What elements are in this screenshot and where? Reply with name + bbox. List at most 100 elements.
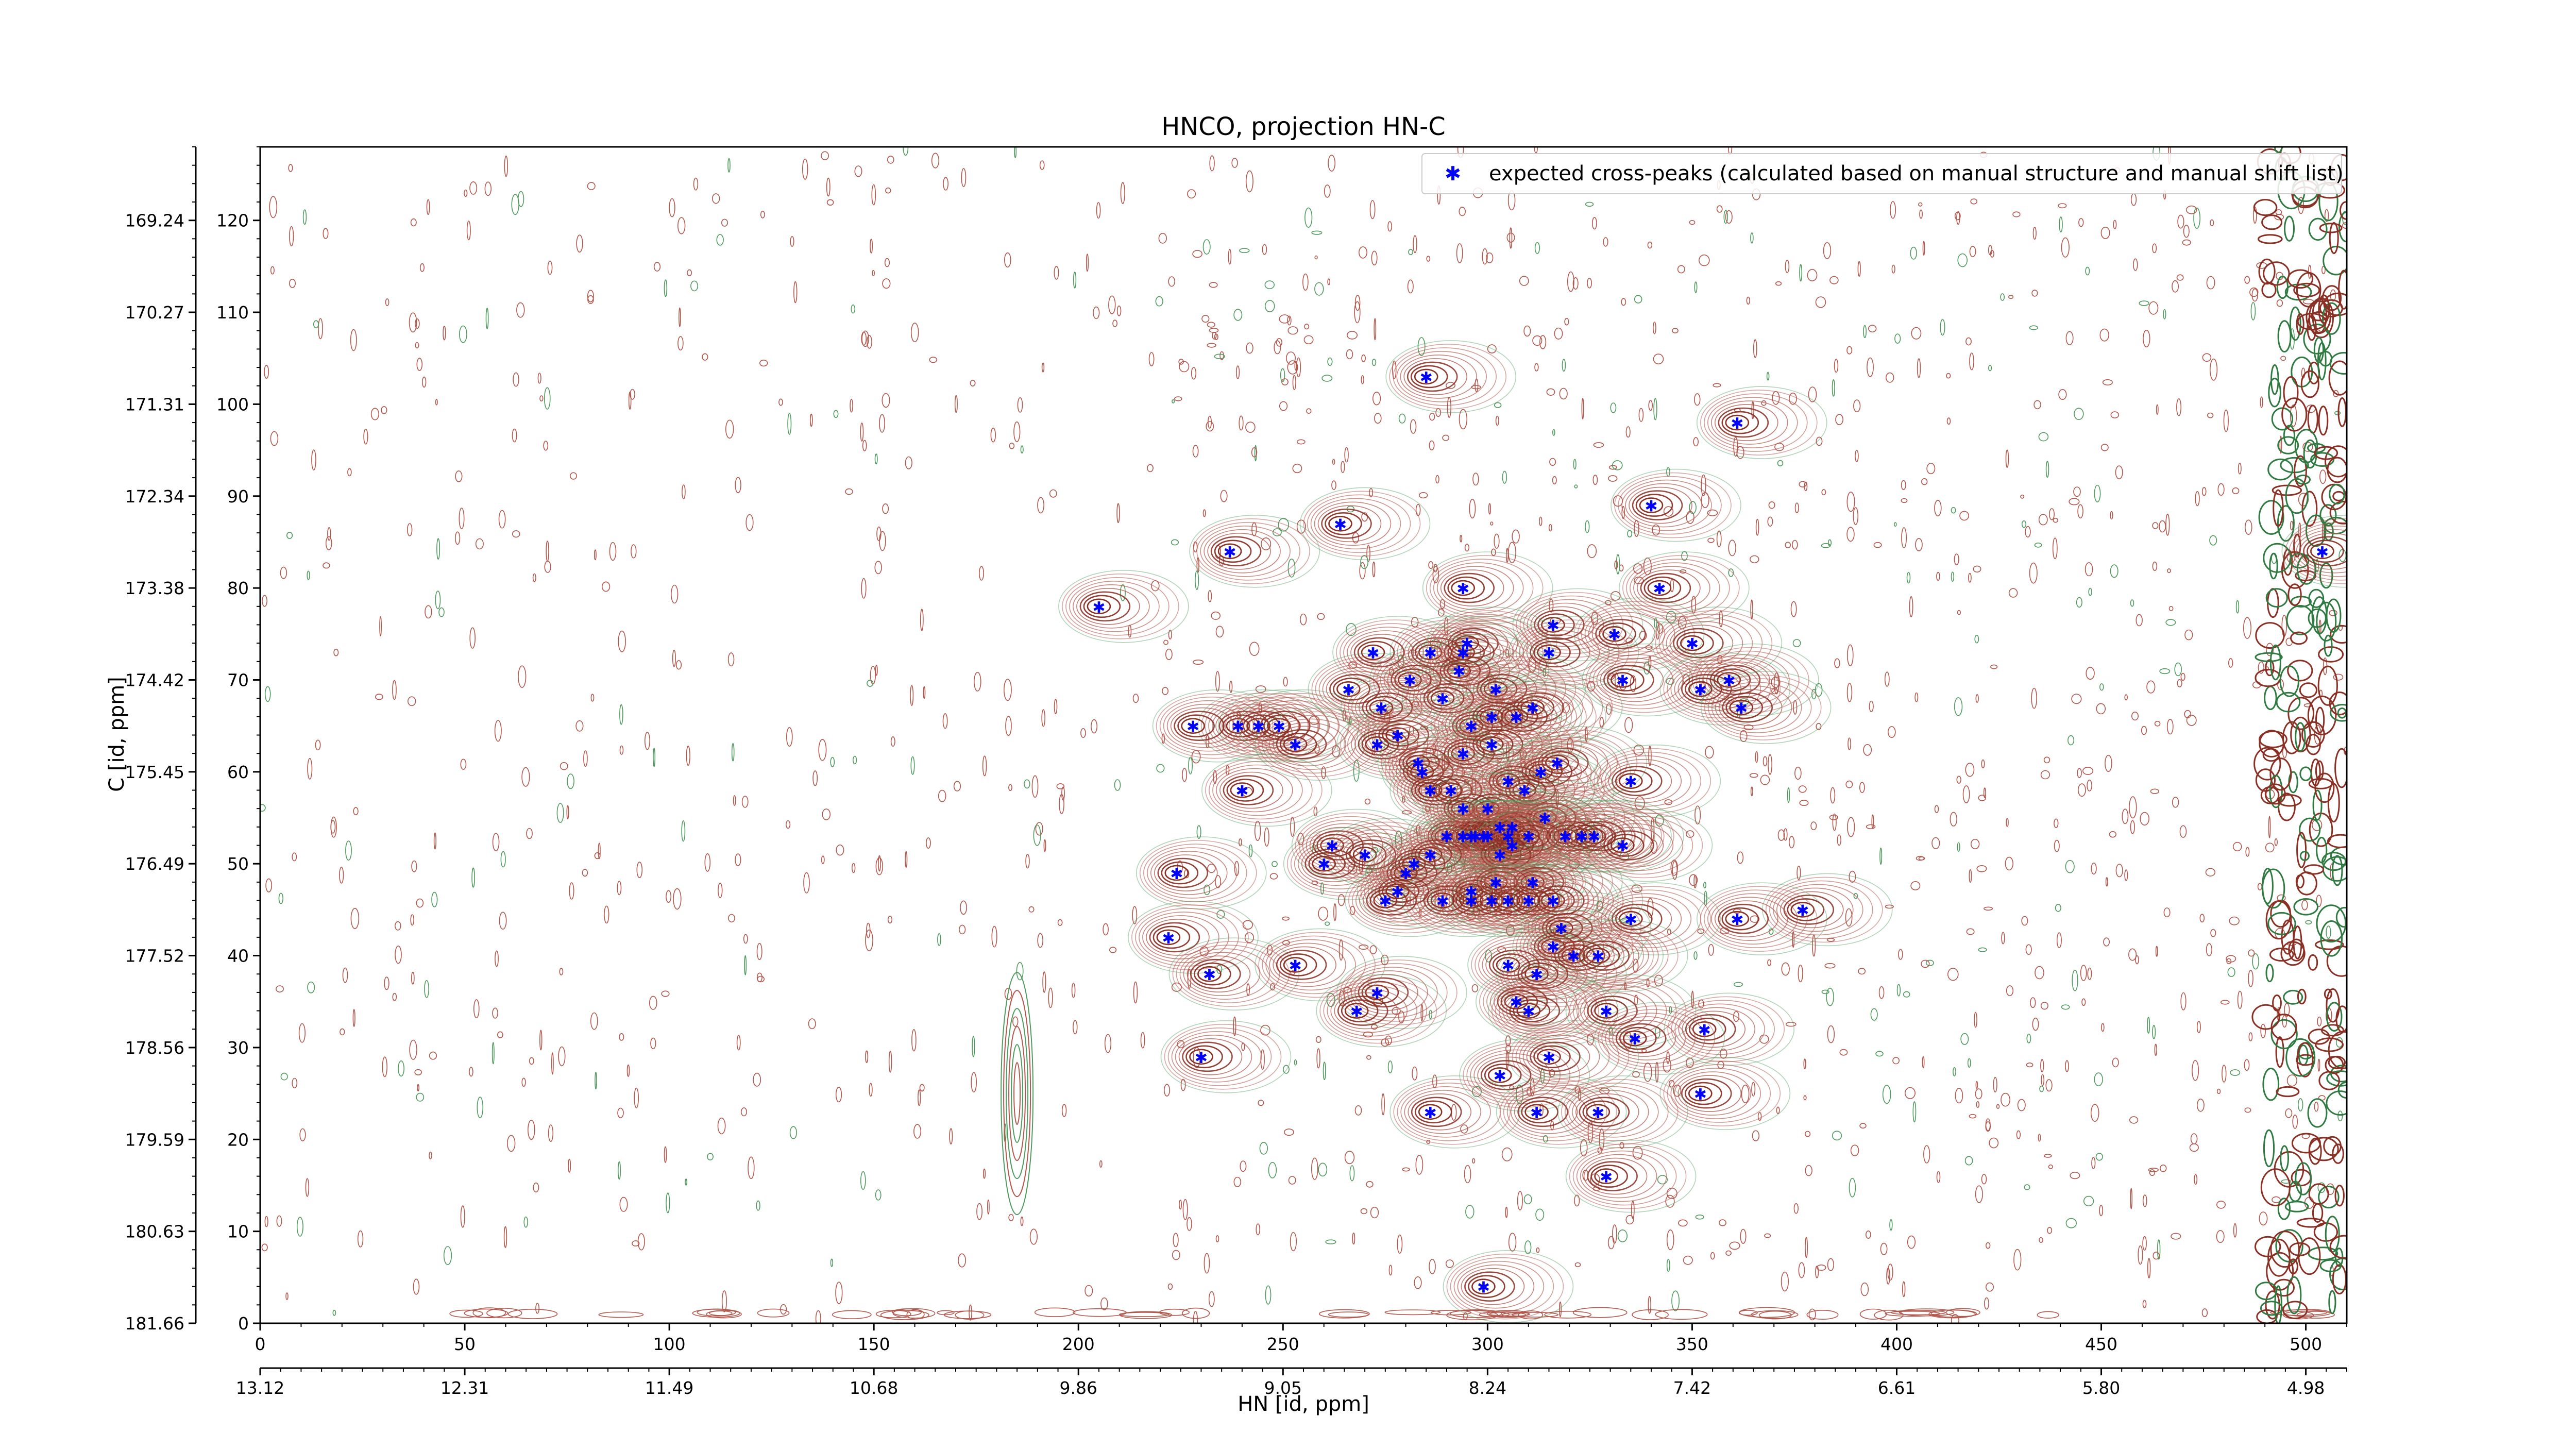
noise-contour <box>1917 358 1921 378</box>
noise-contour <box>1716 205 1723 213</box>
baseline-contour <box>1034 1307 1076 1317</box>
y-tick-label: 10 <box>227 1222 249 1242</box>
noise-contour <box>1116 503 1120 524</box>
noise-contour <box>1245 170 1253 193</box>
noise-contour <box>2226 955 2236 963</box>
noise-contour <box>357 1230 364 1248</box>
noise-contour <box>2101 1023 2105 1032</box>
noise-contour <box>1803 1095 1807 1101</box>
secondary-x-tick-label: 4.98 <box>2287 1378 2325 1398</box>
noise-contour <box>645 732 651 750</box>
peak-contour <box>1327 985 1417 1037</box>
noise-contour <box>1033 824 1041 846</box>
cross-peak-marker: ✱ <box>1494 1067 1506 1085</box>
solvent-contour <box>2299 817 2321 842</box>
peak-contour <box>1530 1041 1581 1072</box>
noise-contour <box>2026 1033 2031 1043</box>
noise-contour <box>2043 756 2050 764</box>
noise-contour <box>1428 561 1434 569</box>
noise-contour <box>1296 519 1306 534</box>
noise-contour <box>1318 906 1329 921</box>
peak-contour <box>1183 952 1261 996</box>
cross-peak-marker: ✱ <box>1645 498 1657 516</box>
peak-contour <box>1586 948 1611 964</box>
noise-contour <box>793 281 798 304</box>
noise-contour <box>1574 1262 1581 1268</box>
solvent-contour <box>2307 1098 2328 1128</box>
noise-contour <box>1797 866 1801 880</box>
peak-contour <box>1438 782 1463 798</box>
noise-contour <box>307 981 315 993</box>
peak-contour <box>1343 627 1434 678</box>
noise-contour <box>2196 1099 2205 1112</box>
noise-contour <box>1971 838 1980 850</box>
noise-contour <box>2084 562 2093 577</box>
noise-contour <box>1815 296 1826 308</box>
noise-contour <box>1432 566 1439 583</box>
noise-contour <box>2054 818 2059 828</box>
noise-contour <box>1749 773 1758 778</box>
noise-contour <box>1004 988 1012 1000</box>
noise-contour <box>443 326 446 341</box>
solvent-contour <box>2282 721 2301 754</box>
x-tick-label: 50 <box>454 1334 476 1354</box>
noise-contour <box>1314 255 1318 260</box>
solvent-contour <box>2308 954 2318 971</box>
peak-contour <box>1685 678 1722 701</box>
solvent-contour <box>2267 458 2294 481</box>
noise-contour <box>2333 673 2344 681</box>
noise-contour <box>1201 315 1210 323</box>
noise-contour <box>2167 568 2171 574</box>
cross-peak-marker: ✱ <box>1456 801 1469 819</box>
solvent-contour <box>2334 748 2347 788</box>
peak-contour <box>1152 689 1283 763</box>
noise-contour <box>1630 675 1637 693</box>
noise-contour <box>1632 1145 1643 1160</box>
peak-contour <box>1076 588 1140 625</box>
noise-contour <box>1993 1076 1997 1093</box>
peak-contour <box>1265 718 1356 770</box>
noise-contour <box>1099 1160 1103 1168</box>
noise-contour <box>685 1178 688 1186</box>
noise-contour <box>595 1071 597 1090</box>
noise-contour <box>1272 528 1282 536</box>
peak-contour <box>1437 617 1528 669</box>
noise-contour <box>533 1182 539 1193</box>
solvent-contour <box>2308 1029 2330 1045</box>
solvent-contour <box>2324 634 2333 657</box>
noise-contour <box>459 508 465 530</box>
noise-contour <box>1799 481 1807 487</box>
noise-contour <box>2176 398 2182 416</box>
cross-peak-marker: ✱ <box>1235 783 1248 801</box>
noise-contour <box>2008 588 2018 598</box>
solvent-contour <box>2289 306 2301 341</box>
noise-contour <box>1610 402 1617 413</box>
noise-contour <box>1539 335 1547 349</box>
noise-contour <box>1707 509 1718 516</box>
noise-contour <box>803 872 810 894</box>
solvent-contour <box>2326 598 2342 633</box>
noise-contour <box>409 312 417 333</box>
noise-contour <box>1359 562 1366 580</box>
peak-contour <box>1715 685 1792 730</box>
peak-contour <box>1436 566 1514 610</box>
noise-contour <box>1764 1233 1771 1238</box>
noise-contour <box>1304 207 1313 228</box>
baseline-contour <box>1489 1311 1530 1317</box>
noise-contour <box>523 1216 529 1228</box>
noise-contour <box>2139 300 2149 306</box>
noise-contour <box>1567 271 1574 292</box>
peak-contour <box>1336 956 1467 1029</box>
noise-contour <box>1182 1199 1188 1220</box>
secondary-y-tick-label: 173.38 <box>125 578 184 598</box>
noise-contour <box>1071 983 1076 998</box>
peak-contour <box>1175 1035 1252 1079</box>
peak-contour <box>1273 946 1336 984</box>
solvent-contour <box>2323 1136 2342 1156</box>
peak-contour <box>1255 928 1385 1002</box>
peak-contour <box>1521 1100 1558 1124</box>
noise-contour <box>415 342 419 349</box>
solvent-contour <box>2296 1218 2325 1228</box>
noise-contour <box>2115 864 2123 878</box>
noise-contour <box>1374 413 1382 424</box>
